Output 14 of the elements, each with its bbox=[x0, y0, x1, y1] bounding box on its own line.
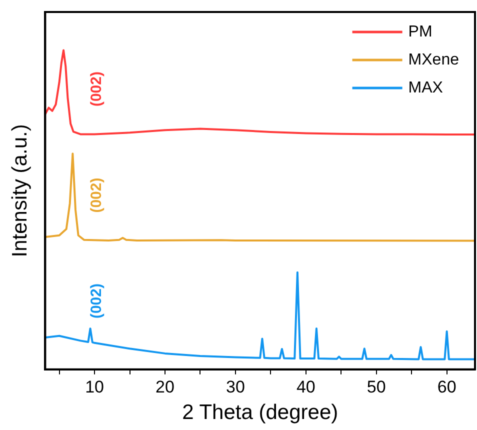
y-axis-title: Intensity (a.u.) bbox=[8, 124, 32, 258]
annotation: (002) bbox=[88, 72, 105, 107]
legend-label: MXene bbox=[408, 51, 460, 68]
x-tick-label: 10 bbox=[85, 377, 104, 396]
x-tick-label: 40 bbox=[296, 377, 316, 396]
x-tick-label: 60 bbox=[437, 377, 456, 396]
x-tick-label: 50 bbox=[366, 377, 386, 396]
x-tick-label: 20 bbox=[156, 377, 174, 396]
x-tick-label: 30 bbox=[226, 377, 245, 396]
annotation: (002) bbox=[88, 178, 105, 213]
x-axis-title: 2 Theta (degree) bbox=[182, 401, 338, 424]
legend-label: PM bbox=[408, 23, 432, 40]
legend-label: MAX bbox=[408, 79, 444, 96]
annotation: (002) bbox=[88, 284, 105, 319]
